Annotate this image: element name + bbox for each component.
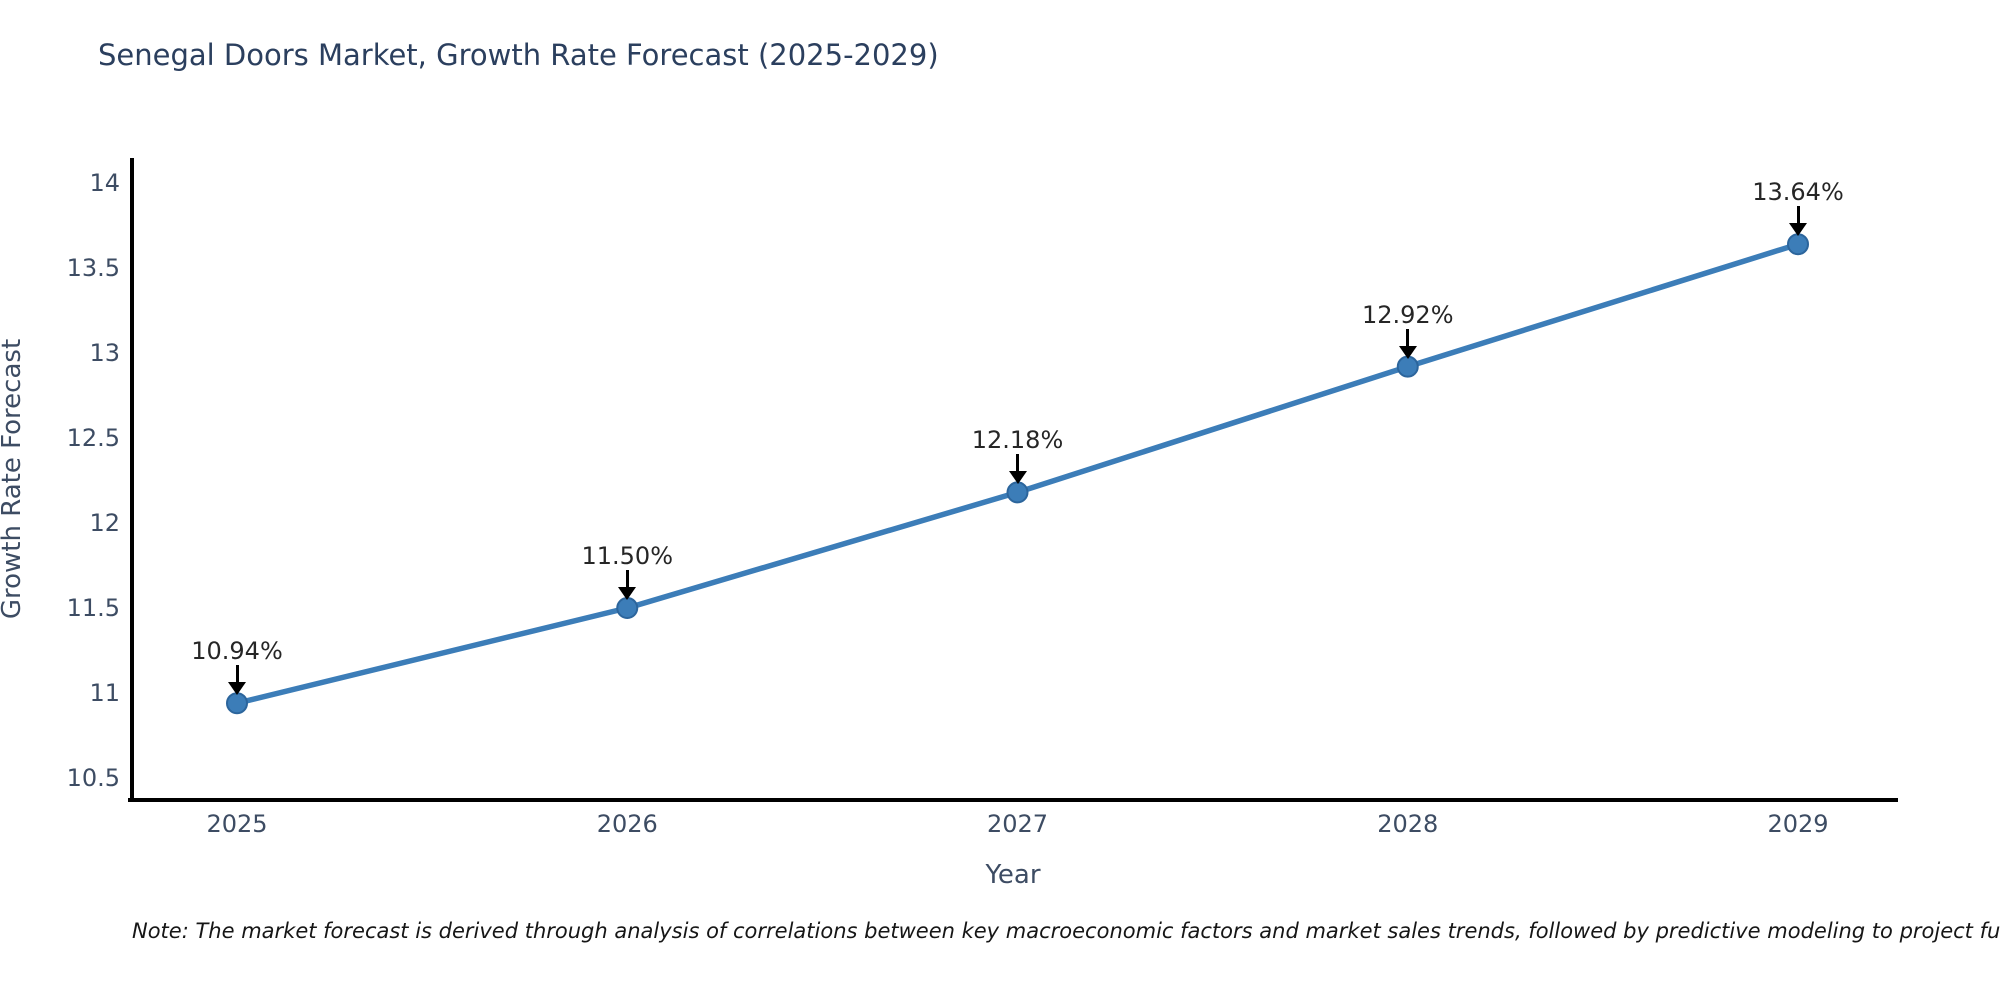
x-tick-label: 2026 — [596, 810, 658, 838]
y-tick-label: 11.5 — [66, 594, 120, 622]
y-tick-label: 13 — [89, 339, 120, 367]
annotation-arrow-head — [1398, 345, 1417, 359]
x-tick-label: 2029 — [1767, 810, 1829, 838]
x-tick-label: 2028 — [1377, 810, 1439, 838]
y-tick-label: 10.5 — [66, 764, 120, 792]
data-point-marker — [1396, 355, 1419, 378]
chart-title: Senegal Doors Market, Growth Rate Foreca… — [98, 38, 939, 72]
data-point-label: 13.64% — [1752, 178, 1844, 207]
data-point-marker — [1006, 481, 1029, 504]
annotation-arrow-head — [1789, 223, 1807, 237]
data-point-label: 12.18% — [971, 426, 1064, 455]
data-point-marker — [1787, 233, 1809, 256]
annotation-arrow-shaft — [1796, 206, 1800, 225]
data-point-label: 12.92% — [1361, 300, 1454, 329]
y-tick-label: 12 — [89, 509, 120, 537]
annotation-arrow-head — [1008, 471, 1027, 485]
annotation-arrow-shaft — [1406, 328, 1410, 347]
data-point-label: 11.50% — [581, 542, 674, 570]
y-tick-label: 14 — [89, 169, 120, 197]
data-point-label: 10.94% — [191, 637, 283, 666]
x-tick-label: 2025 — [206, 810, 268, 838]
annotation-arrow-shaft — [1016, 454, 1019, 473]
annotation-arrow-shaft — [235, 665, 239, 684]
data-point-marker — [226, 692, 248, 715]
annotation-arrow-head — [618, 587, 637, 600]
annotation-arrow-head — [228, 682, 246, 696]
y-tick-label: 13.5 — [66, 254, 120, 282]
x-axis-title: Year — [985, 860, 1041, 890]
y-axis-line — [130, 158, 134, 802]
annotation-arrow-shaft — [625, 570, 629, 588]
x-tick-label: 2027 — [986, 810, 1049, 838]
y-tick-label: 12.5 — [66, 424, 120, 452]
footnote: Note: The market forecast is derived thr… — [132, 919, 2000, 943]
x-axis-line — [128, 798, 1898, 802]
y-tick-label: 11 — [89, 679, 120, 707]
data-point-marker — [616, 597, 639, 619]
